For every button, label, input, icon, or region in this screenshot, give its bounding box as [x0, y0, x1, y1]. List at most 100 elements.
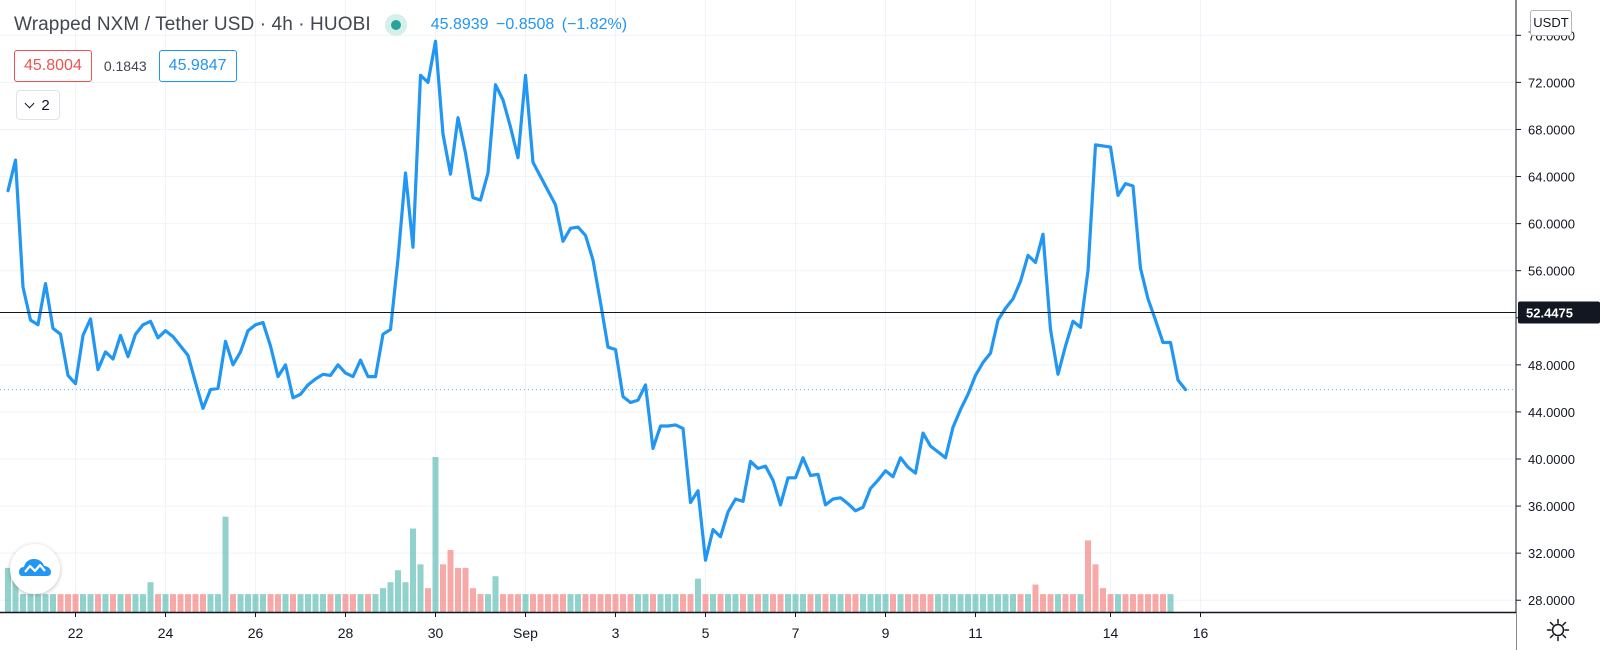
x-axis-tick-label: 22 — [68, 625, 84, 641]
volume-bar — [530, 594, 536, 612]
indicators-toggle-button[interactable]: 2 — [16, 90, 60, 120]
volume-bar — [522, 594, 529, 612]
volume-bar — [560, 594, 566, 612]
volume-bar — [590, 594, 596, 612]
volume-bar — [1100, 588, 1106, 612]
volume-bar — [35, 594, 41, 612]
volume-bar — [5, 567, 11, 612]
volume-bar — [245, 594, 251, 612]
volume-bar — [552, 594, 559, 612]
volume-bar — [695, 578, 701, 612]
volume-bar — [447, 550, 454, 612]
volume-bar — [927, 594, 934, 612]
volume-bar — [87, 594, 94, 612]
volume-bar — [65, 594, 71, 612]
y-axis-tick-label: 60.0000 — [1528, 217, 1575, 232]
y-axis-tick-label: 32.0000 — [1528, 546, 1575, 561]
volume-bar — [1055, 594, 1061, 612]
y-axis-tick-label: 40.0000 — [1528, 452, 1575, 467]
volume-bar — [492, 576, 499, 612]
volume-bar — [717, 594, 724, 612]
volume-bar — [860, 594, 866, 612]
volume-bar — [327, 594, 334, 612]
volume-bar — [1085, 540, 1091, 612]
x-axis-tick-label: 3 — [612, 625, 620, 641]
volume-bar — [282, 594, 289, 612]
y-axis-tick-label: 48.0000 — [1528, 358, 1575, 373]
volume-bar — [357, 594, 364, 612]
buy-price-button[interactable]: 45.9847 — [158, 50, 237, 82]
volume-bar — [672, 594, 679, 612]
sell-price-button[interactable]: 45.8004 — [14, 50, 92, 82]
volume-bar — [237, 594, 244, 612]
volume-bar — [147, 582, 154, 612]
x-axis-tick-label: 26 — [248, 625, 264, 641]
currency-unit-label[interactable]: USDT — [1530, 10, 1572, 36]
volume-bar — [42, 594, 49, 612]
volume-bar — [192, 594, 199, 612]
volume-bar — [485, 594, 491, 612]
symbol-title[interactable]: Wrapped NXM / Tether USD · 4h · HUOBI — [14, 14, 371, 35]
volume-bar — [177, 594, 184, 612]
volume-bar — [200, 594, 206, 612]
volume-bar — [942, 594, 949, 612]
volume-bar — [612, 594, 619, 612]
live-status-dot-icon — [384, 14, 407, 36]
settings-gear-icon[interactable] — [1546, 618, 1570, 642]
volume-bar — [477, 594, 484, 612]
volume-bar — [1130, 594, 1136, 612]
crosshair-price-badge — [1518, 301, 1600, 324]
volume-bar — [57, 594, 64, 612]
volume-bar — [1160, 594, 1166, 612]
volume-bar — [455, 567, 461, 612]
volume-bar — [80, 594, 86, 612]
volume-bar — [800, 594, 806, 612]
volume-bar — [740, 594, 746, 612]
volume-bar — [785, 594, 791, 612]
volume-bar — [957, 594, 964, 612]
y-axis-tick-label: 64.0000 — [1528, 170, 1575, 185]
volume-bar — [275, 594, 281, 612]
volume-bar — [972, 594, 979, 612]
volume-bar — [1017, 594, 1024, 612]
volume-bar — [792, 594, 799, 612]
volume-bar — [837, 594, 844, 612]
volume-bar — [1070, 594, 1076, 612]
volume-bar — [680, 594, 686, 612]
volume-bar — [462, 567, 469, 612]
volume-bar — [230, 594, 236, 612]
tradingview-logo-icon[interactable] — [10, 544, 60, 594]
volume-bar — [440, 564, 446, 612]
volume-bar — [980, 594, 986, 612]
volume-bar — [260, 594, 266, 612]
chart-legend: Wrapped NXM / Tether USD · 4h · HUOBI 45… — [14, 10, 627, 40]
volume-bar — [425, 588, 431, 612]
volume-bar — [162, 594, 169, 612]
volume-bar — [402, 582, 409, 612]
volume-bar — [755, 594, 761, 612]
volume-bar — [867, 594, 874, 612]
volume-bar — [140, 594, 146, 612]
volume-bar — [1107, 594, 1114, 612]
volume-bar — [732, 594, 739, 612]
volume-bar — [582, 594, 589, 612]
volume-bar — [290, 594, 296, 612]
x-axis-tick-label: 5 — [702, 625, 710, 641]
volume-bar — [102, 594, 109, 612]
volume-bar — [912, 594, 919, 612]
volume-bar — [507, 594, 514, 612]
volume-bar — [155, 594, 161, 612]
volume-bar — [1092, 564, 1099, 612]
volume-bar — [995, 594, 1001, 612]
volume-bar — [777, 594, 784, 612]
volume-bar — [365, 594, 371, 612]
volume-bar — [567, 594, 574, 612]
volume-bar — [350, 594, 356, 612]
price-line-series — [6, 39, 1188, 562]
spread-value: 0.1843 — [103, 58, 147, 74]
volume-bar — [12, 567, 19, 612]
y-axis-tick-label: 28.0000 — [1528, 593, 1575, 608]
volume-bar — [710, 594, 716, 612]
volume-bar — [1040, 594, 1046, 612]
